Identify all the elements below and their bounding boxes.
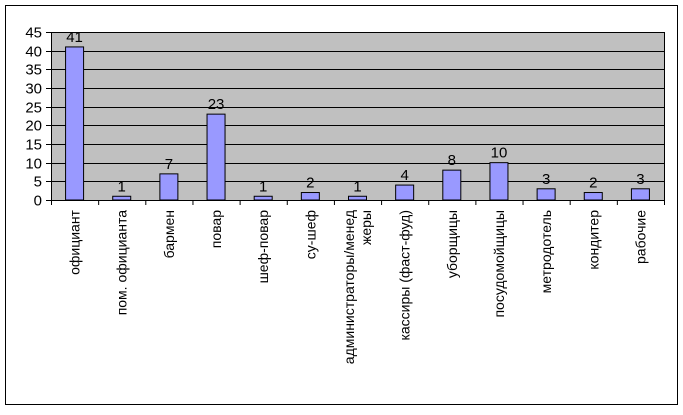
data-label: 2 xyxy=(589,175,597,192)
x-category-label-line: посудомойщицы xyxy=(491,210,507,318)
y-tick-label: 30 xyxy=(25,81,42,98)
x-category-label: уборщицы xyxy=(444,210,460,278)
data-label: 10 xyxy=(491,145,508,162)
bar xyxy=(630,188,650,201)
x-category-label-line: официант xyxy=(67,209,83,274)
bar xyxy=(300,192,320,201)
x-category-label-line: пом. официанта xyxy=(114,210,130,316)
gridlines xyxy=(46,32,664,205)
x-category-label-line: кассиры (фаст-фуд) xyxy=(397,210,413,341)
x-category-label-line: уборщицы xyxy=(444,210,460,278)
x-category-label-line: рабочие xyxy=(632,210,648,264)
x-category-label-line: кондитер xyxy=(585,210,601,270)
x-category-label-line: повар xyxy=(208,210,224,248)
bar xyxy=(348,195,367,201)
y-tick-label: 35 xyxy=(25,62,42,79)
y-tick-label: 0 xyxy=(34,193,42,210)
axes xyxy=(51,32,665,205)
bar xyxy=(112,195,132,201)
bar xyxy=(536,188,556,201)
y-tick-label: 25 xyxy=(25,100,42,117)
y-tick-label: 45 xyxy=(25,25,42,42)
y-tick-label: 20 xyxy=(25,118,42,135)
x-category-label: метродотель xyxy=(538,210,554,293)
bar xyxy=(159,173,179,201)
x-category-label-line: шеф-повар xyxy=(255,210,271,284)
x-category-label: администраторы/менед жеры xyxy=(341,210,374,364)
data-label: 23 xyxy=(208,96,225,113)
data-label: 41 xyxy=(66,29,83,46)
data-label: 3 xyxy=(636,171,644,188)
x-category-label: су-шеф xyxy=(302,210,318,259)
x-category-label: посудомойщицы xyxy=(491,210,507,318)
bar xyxy=(489,162,509,201)
y-tick-label: 15 xyxy=(25,137,42,154)
x-category-label-line: метродотель xyxy=(538,210,554,293)
data-label: 1 xyxy=(259,178,267,195)
x-category-label-line: су-шеф xyxy=(302,210,318,259)
x-category-label: бармен xyxy=(161,210,177,258)
x-category-label-line: бармен xyxy=(161,210,177,258)
bar xyxy=(395,184,415,201)
bar xyxy=(442,169,462,201)
data-label: 7 xyxy=(165,156,173,173)
x-category-label: пом. официанта xyxy=(114,210,130,316)
x-category-label: кассиры (фаст-фуд) xyxy=(397,210,413,341)
bar xyxy=(65,46,85,201)
y-tick-label: 5 xyxy=(34,174,42,191)
y-tick-label: 40 xyxy=(25,44,42,61)
data-label: 1 xyxy=(353,178,361,195)
x-category-label: кондитер xyxy=(585,210,601,270)
data-label: 4 xyxy=(400,167,408,184)
bar xyxy=(206,113,226,201)
x-category-label: шеф-повар xyxy=(255,210,271,284)
x-category-label-line: жеры xyxy=(358,210,374,245)
data-label: 1 xyxy=(118,178,126,195)
bar xyxy=(583,192,603,201)
data-label: 8 xyxy=(448,152,456,169)
bars xyxy=(65,46,650,201)
data-label: 3 xyxy=(542,171,550,188)
y-tick-label: 10 xyxy=(25,156,42,173)
bar xyxy=(253,195,273,201)
x-category-label: повар xyxy=(208,210,224,248)
x-category-label-line: администраторы/менед xyxy=(341,210,357,364)
plot-area xyxy=(51,32,664,200)
x-category-label: рабочие xyxy=(632,210,648,264)
x-axis-category-labels: официант пом. официанта бармен повар шеф-пов… xyxy=(67,209,649,364)
data-label: 2 xyxy=(306,175,314,192)
x-category-label: официант xyxy=(67,209,83,274)
